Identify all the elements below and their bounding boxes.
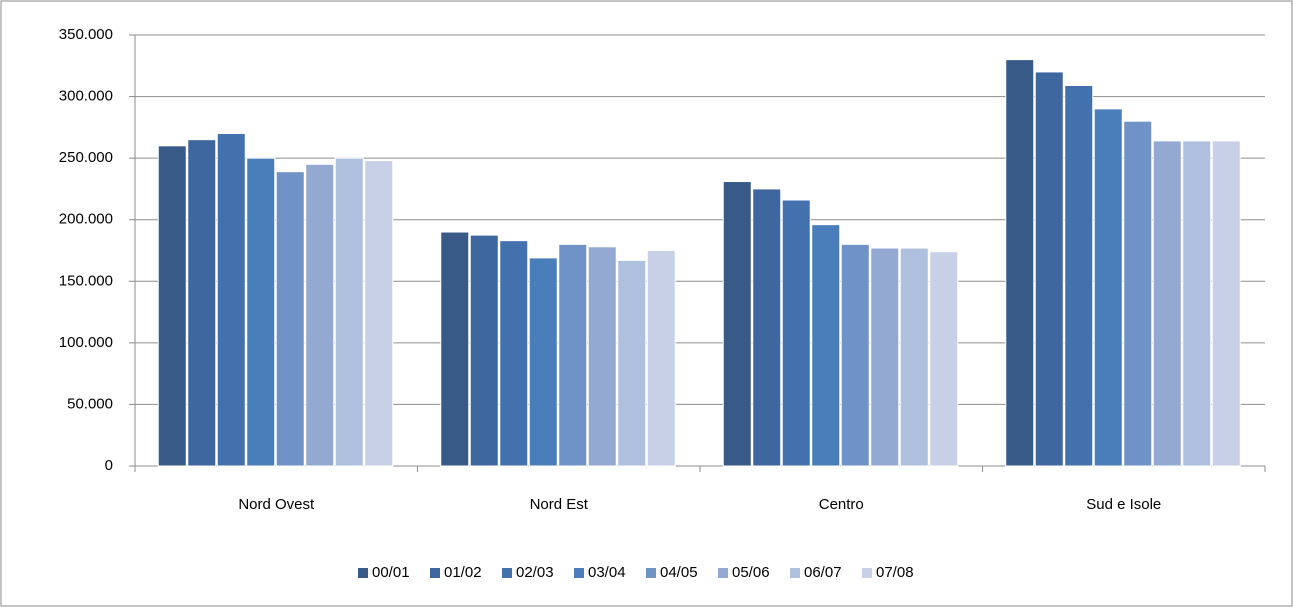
- legend-label: 00/01: [372, 564, 410, 581]
- legend-label: 03/04: [588, 564, 626, 581]
- bar: [440, 231, 470, 467]
- legend-label: 02/03: [516, 564, 554, 581]
- legend-swatch: [862, 568, 872, 578]
- legend-swatch: [790, 568, 800, 578]
- bar: [646, 250, 676, 467]
- bar: [840, 243, 870, 467]
- bar: [587, 246, 617, 467]
- bar: [469, 234, 499, 467]
- legend-label: 06/07: [804, 564, 842, 581]
- bar: [364, 160, 394, 467]
- bar: [1123, 120, 1153, 467]
- bar: [305, 163, 335, 467]
- bar: [1211, 140, 1241, 467]
- legend-swatch: [430, 568, 440, 578]
- y-tick-label: 250.000: [59, 149, 113, 166]
- bar: [187, 139, 217, 467]
- y-tick-label: 150.000: [59, 272, 113, 289]
- legend-swatch: [358, 568, 368, 578]
- bar: [216, 133, 246, 467]
- bar: [722, 181, 752, 467]
- y-tick-label: 0: [105, 457, 113, 474]
- y-tick-label: 350.000: [59, 26, 113, 43]
- legend-label: 04/05: [660, 564, 698, 581]
- bar: [781, 199, 811, 467]
- bar: [1005, 59, 1035, 467]
- bar: [1152, 140, 1182, 467]
- bar: [929, 251, 959, 467]
- legend-label: 07/08: [876, 564, 914, 581]
- bar: [499, 240, 529, 467]
- legend-swatch: [502, 568, 512, 578]
- bar: [246, 157, 276, 467]
- bar: [811, 224, 841, 467]
- legend-label: 01/02: [444, 564, 482, 581]
- bar: [1064, 84, 1094, 467]
- legend-swatch: [718, 568, 728, 578]
- bar: [275, 171, 305, 467]
- y-tick-label: 300.000: [59, 88, 113, 105]
- x-tick-label: Nord Ovest: [238, 496, 315, 513]
- y-tick-label: 200.000: [59, 211, 113, 228]
- bar: [1034, 71, 1064, 467]
- bar: [558, 243, 588, 467]
- legend-label: 05/06: [732, 564, 770, 581]
- bar: [1093, 108, 1123, 467]
- bar: [617, 259, 647, 467]
- legend-swatch: [646, 568, 656, 578]
- bar: [157, 145, 187, 467]
- y-tick-label: 100.000: [59, 334, 113, 351]
- bar: [899, 247, 929, 467]
- bar: [528, 257, 558, 467]
- x-tick-label: Sud e Isole: [1086, 496, 1161, 513]
- legend-swatch: [574, 568, 584, 578]
- x-tick-label: Nord Est: [530, 496, 589, 513]
- bar: [334, 157, 364, 467]
- y-tick-label: 50.000: [67, 395, 113, 412]
- bar: [870, 247, 900, 467]
- x-tick-label: Centro: [819, 496, 864, 513]
- bar: [752, 188, 782, 467]
- bar: [1182, 140, 1212, 467]
